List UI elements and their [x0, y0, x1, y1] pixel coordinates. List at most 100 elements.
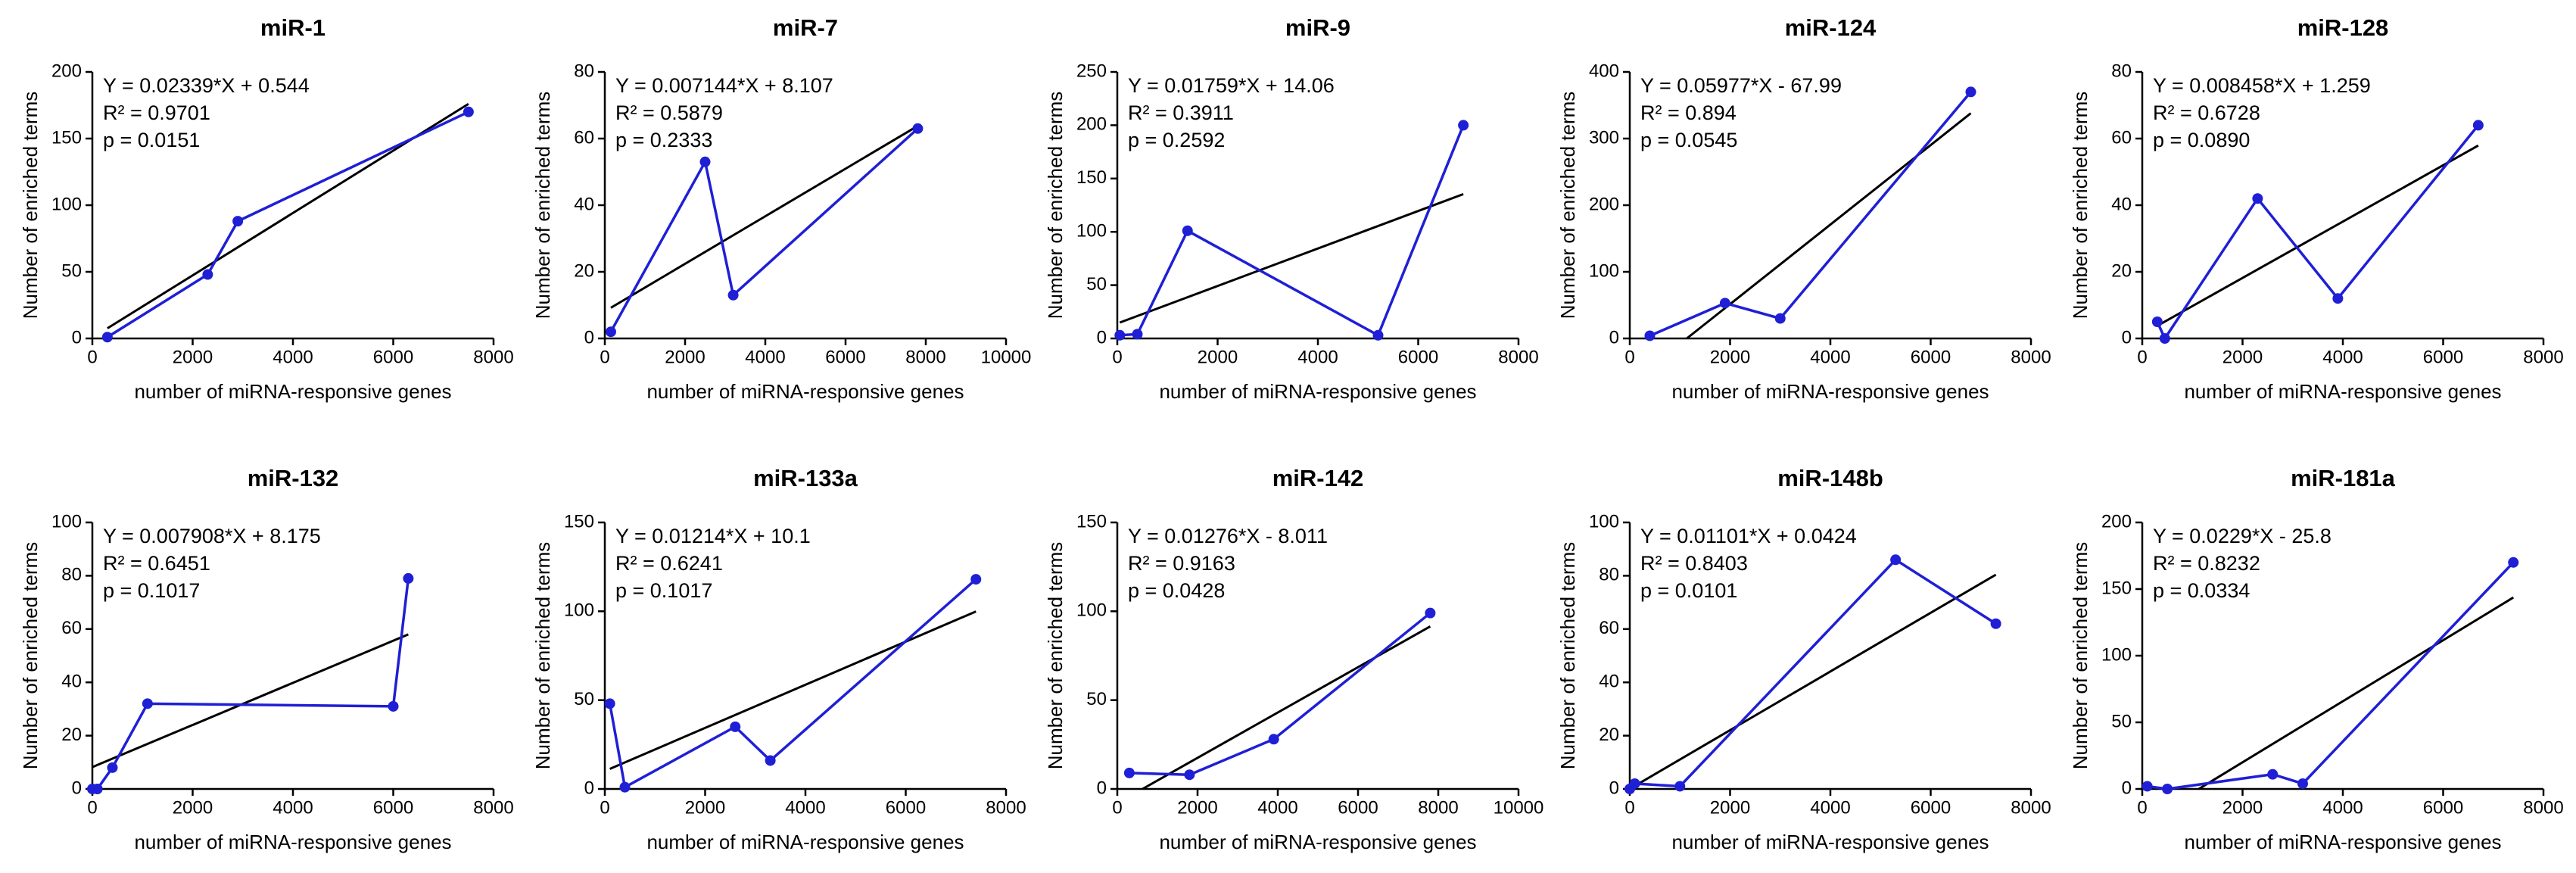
annotation: p = 0.0334 [2153, 579, 2250, 602]
data-point [970, 574, 982, 585]
data-point [2508, 557, 2519, 568]
data-point [1184, 769, 1195, 781]
x-tick-label: 8000 [986, 797, 1026, 818]
annotation: R² = 0.5879 [615, 101, 723, 124]
annotation: p = 0.0890 [2153, 129, 2250, 151]
data-point [699, 156, 711, 167]
data-point [1425, 607, 1436, 619]
data-point [2332, 293, 2344, 304]
y-axis-label: Number of enriched terms [1556, 542, 1579, 770]
data-point [2162, 784, 2173, 794]
y-tick-label: 50 [2111, 711, 2132, 731]
y-tick-label: 150 [51, 127, 82, 148]
data-point [727, 289, 739, 301]
x-axis-label: number of miRNA-responsive genes [1671, 380, 1989, 403]
x-tick-label: 8000 [2011, 347, 2051, 367]
x-tick-label: 0 [87, 797, 97, 818]
chart-title: miR-132 [248, 465, 339, 491]
x-tick-label: 8000 [2523, 797, 2563, 818]
fit-line [92, 633, 409, 769]
x-tick-label: 0 [2137, 797, 2147, 818]
y-tick-label: 60 [61, 618, 82, 638]
y-tick-label: 20 [2111, 260, 2132, 281]
annotation: Y = 0.01276*X - 8.011 [1128, 525, 1328, 547]
y-tick-label: 0 [1609, 327, 1619, 348]
chart-title: miR-128 [2297, 14, 2389, 41]
panel: miR-181a number of miRNA-responsive genes… [2069, 465, 2564, 853]
data-point [730, 721, 741, 732]
x-tick-label: 4000 [1257, 797, 1297, 818]
panel: miR-128 number of miRNA-responsive genes N… [2069, 14, 2564, 403]
x-axis-label: number of miRNA-responsive genes [1159, 831, 1476, 853]
x-tick-label: 0 [1112, 797, 1122, 818]
y-tick-label: 100 [51, 194, 82, 214]
y-tick-label: 40 [2111, 194, 2132, 214]
y-tick-label: 50 [1086, 689, 1107, 709]
data-point [463, 106, 474, 117]
x-tick-label: 8000 [905, 347, 945, 367]
panel: miR-1 number of miRNA-responsive genes Num… [19, 14, 514, 403]
y-tick-label: 40 [574, 194, 594, 214]
chart-title: miR-9 [1285, 14, 1350, 41]
y-tick-label: 60 [2111, 127, 2132, 148]
y-tick-label: 0 [72, 327, 82, 348]
data-point [1990, 618, 2001, 629]
x-tick-label: 2000 [665, 347, 705, 367]
x-tick-label: 2000 [2222, 797, 2263, 818]
annotation: Y = 0.008458*X + 1.259 [2153, 74, 2371, 97]
data-point [619, 781, 631, 793]
panel: miR-124 number of miRNA-responsive genes N… [1556, 14, 2051, 403]
data-point [1629, 778, 1640, 789]
x-tick-label: 4000 [273, 797, 313, 818]
x-tick-label: 4000 [745, 347, 785, 367]
fit-line [1142, 625, 1431, 790]
chart-title: miR-142 [1272, 465, 1364, 491]
fit-line [1119, 192, 1464, 324]
y-tick-label: 200 [1076, 114, 1107, 135]
y-axis-label: Number of enriched terms [531, 542, 554, 770]
y-tick-label: 50 [574, 689, 594, 709]
y-tick-label: 0 [72, 778, 82, 798]
data-point [765, 755, 776, 766]
data-point [403, 572, 414, 584]
fit-line [2198, 596, 2515, 790]
y-tick-label: 20 [1599, 725, 1619, 745]
x-tick-label: 6000 [1911, 797, 1951, 818]
data-point [1965, 86, 1976, 98]
y-tick-label: 200 [2101, 511, 2132, 532]
y-tick-label: 150 [2101, 578, 2132, 598]
x-axis-label: number of miRNA-responsive genes [646, 831, 964, 853]
x-tick-label: 2000 [1710, 347, 1750, 367]
data-line [106, 111, 469, 338]
y-tick-label: 0 [584, 778, 594, 798]
data-point [2472, 120, 2484, 131]
y-tick-label: 80 [574, 61, 594, 81]
data-point [1123, 767, 1135, 778]
data-point [2159, 333, 2170, 344]
y-tick-label: 0 [2122, 778, 2132, 798]
y-tick-label: 0 [1097, 778, 1107, 798]
y-tick-label: 0 [584, 327, 594, 348]
x-tick-label: 0 [1624, 797, 1634, 818]
data-point [1458, 120, 1469, 131]
x-axis-label: number of miRNA-responsive genes [2184, 380, 2501, 403]
x-tick-label: 6000 [373, 797, 413, 818]
annotation: Y = 0.02339*X + 0.544 [103, 74, 310, 97]
annotation: R² = 0.8403 [1640, 552, 1748, 575]
x-tick-label: 4000 [1297, 347, 1338, 367]
y-tick-label: 0 [1609, 778, 1619, 798]
annotation: Y = 0.01101*X + 0.0424 [1640, 525, 1857, 547]
y-tick-label: 400 [1589, 61, 1619, 81]
annotation: Y = 0.007908*X + 8.175 [103, 525, 321, 547]
x-tick-label: 8000 [2523, 347, 2563, 367]
data-point [1268, 734, 1279, 745]
fit-line [610, 124, 919, 309]
annotation: R² = 0.6451 [103, 552, 210, 575]
data-point [202, 269, 213, 280]
y-tick-label: 80 [2111, 61, 2132, 81]
data-point [604, 698, 615, 709]
x-tick-label: 8000 [1498, 347, 1538, 367]
y-tick-label: 20 [61, 725, 82, 745]
data-point [912, 123, 924, 134]
